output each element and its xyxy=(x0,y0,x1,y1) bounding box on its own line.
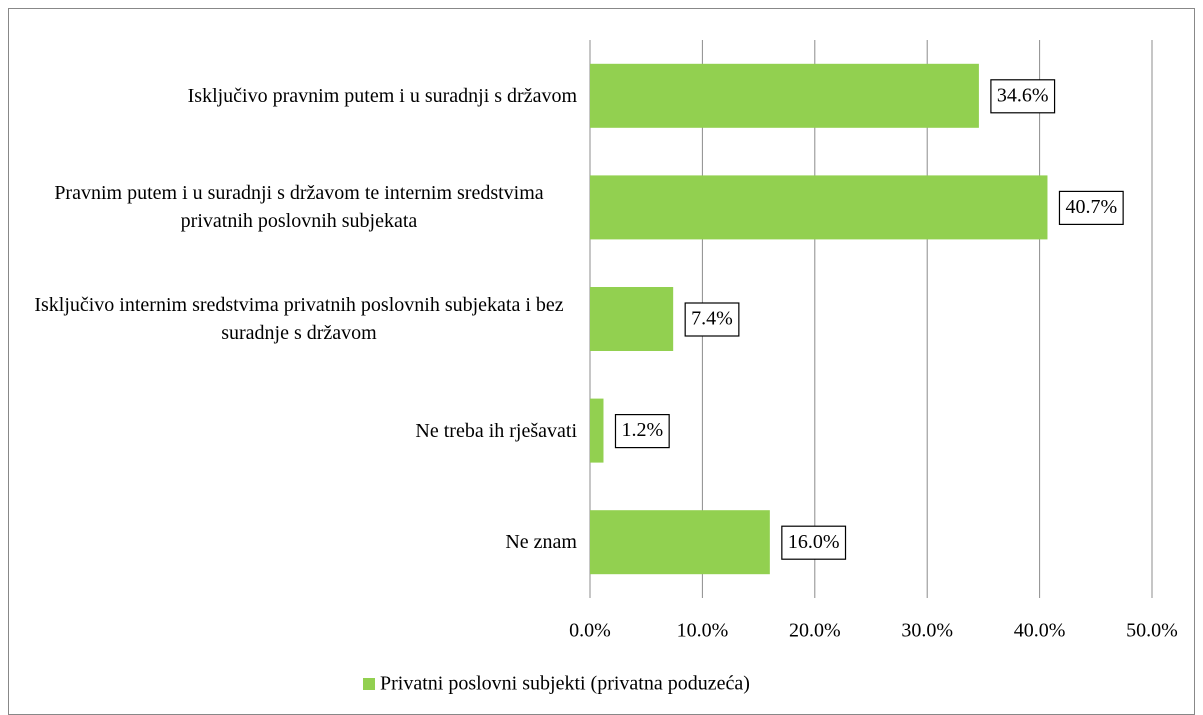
category-label: Isključivo pravnim putem i u suradnji s … xyxy=(187,84,577,107)
bar xyxy=(590,287,674,351)
category-label: Ne znam xyxy=(505,531,577,554)
data-label: 40.7% xyxy=(1065,196,1117,218)
data-label-box xyxy=(990,79,1056,114)
data-label: 16.0% xyxy=(788,531,840,553)
data-label: 34.6% xyxy=(997,84,1049,106)
data-label-box xyxy=(614,414,670,449)
data-label: 1.2% xyxy=(621,419,663,441)
data-label: 7.4% xyxy=(691,308,733,330)
bar xyxy=(590,63,979,128)
x-tick-label: 10.0% xyxy=(677,620,729,642)
bar xyxy=(590,510,770,575)
legend-label: Privatni poslovni subjekti (privatna pod… xyxy=(380,673,750,695)
data-label-box xyxy=(684,302,740,337)
x-tick-label: 50.0% xyxy=(1126,620,1178,642)
category-label: Ne treba ih rješavati xyxy=(415,419,577,442)
legend-swatch xyxy=(363,678,375,690)
category-label: Isključivo internim sredstvima privatnih… xyxy=(34,294,564,344)
bar xyxy=(590,398,604,463)
data-label-box xyxy=(1058,190,1124,225)
x-tick-label: 40.0% xyxy=(1014,620,1066,642)
category-label: Pravnim putem i u suradnji s državom te … xyxy=(54,182,544,233)
x-tick-label: 20.0% xyxy=(789,620,841,642)
x-tick-label: 30.0% xyxy=(901,620,953,642)
data-label-box xyxy=(781,525,847,560)
bar xyxy=(590,175,1048,240)
x-tick-label: 0.0% xyxy=(569,620,611,642)
